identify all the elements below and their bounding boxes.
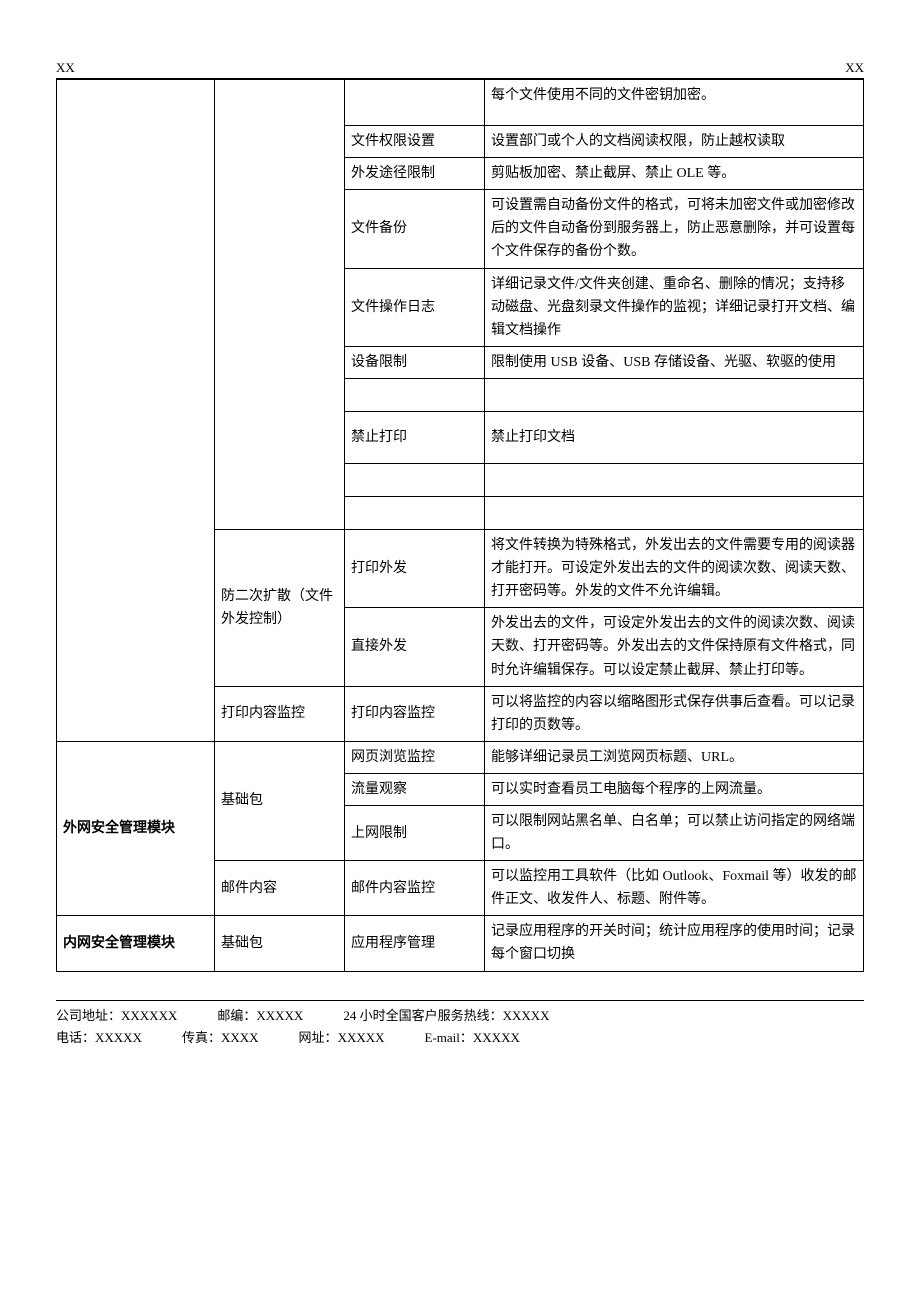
cell-feature: 网页浏览监控 (345, 741, 485, 773)
cell-feature: 文件操作日志 (345, 268, 485, 346)
email-label: E-mail： (425, 1030, 473, 1045)
cell-module-external: 外网安全管理模块 (57, 741, 215, 916)
table-row: 内网安全管理模块 基础包 应用程序管理 记录应用程序的开关时间；统计应用程序的使… (57, 916, 864, 971)
cell-feature (345, 497, 485, 530)
cell-feature: 禁止打印 (345, 411, 485, 463)
cell-desc: 能够详细记录员工浏览网页标题、URL。 (485, 741, 864, 773)
email-value: XXXXX (473, 1030, 520, 1045)
fax-label: 传真： (182, 1030, 221, 1045)
cell-feature (345, 464, 485, 497)
header-right: XX (845, 60, 864, 76)
feature-table: 每个文件使用不同的文件密钥加密。 文件权限设置 设置部门或个人的文档阅读权限，防… (56, 79, 864, 972)
cell-desc: 每个文件使用不同的文件密钥加密。 (485, 80, 864, 126)
cell-group: 基础包 (215, 916, 345, 971)
header-left: XX (56, 60, 75, 76)
cell-feature (345, 80, 485, 126)
cell-desc: 记录应用程序的开关时间；统计应用程序的使用时间；记录每个窗口切换 (485, 916, 864, 971)
cell-feature: 设备限制 (345, 346, 485, 378)
cell-desc: 可以限制网站黑名单、白名单；可以禁止访问指定的网络端口。 (485, 805, 864, 860)
cell-feature (345, 378, 485, 411)
cell-group: 打印内容监控 (215, 686, 345, 741)
page-header: XX XX (56, 60, 864, 76)
cell-group: 邮件内容 (215, 861, 345, 916)
fax-value: XXXX (221, 1030, 259, 1045)
cell-group: 基础包 (215, 741, 345, 860)
cell-feature: 文件备份 (345, 190, 485, 268)
url-label: 网址： (299, 1030, 338, 1045)
cell-feature: 邮件内容监控 (345, 861, 485, 916)
cell-group: 防二次扩散（文件外发控制） (215, 530, 345, 687)
cell-module-internal: 内网安全管理模块 (57, 916, 215, 971)
cell-feature: 流量观察 (345, 773, 485, 805)
hotline-value: XXXXX (503, 1008, 550, 1023)
zip-label: 邮编： (217, 1008, 256, 1023)
cell-desc: 可以将监控的内容以缩略图形式保存供事后查看。可以记录打印的页数等。 (485, 686, 864, 741)
cell-desc: 外发出去的文件，可设定外发出去的文件的阅读次数、阅读天数、打开密码等。外发出去的… (485, 608, 864, 686)
addr-value: XXXXXX (121, 1008, 177, 1023)
cell-desc: 可以实时查看员工电脑每个程序的上网流量。 (485, 773, 864, 805)
cell-desc (485, 464, 864, 497)
cell-module-prev (57, 80, 215, 742)
cell-feature: 直接外发 (345, 608, 485, 686)
cell-desc: 可以监控用工具软件（比如 Outlook、Foxmail 等）收发的邮件正文、收… (485, 861, 864, 916)
cell-desc: 将文件转换为特殊格式，外发出去的文件需要专用的阅读器才能打开。可设定外发出去的文… (485, 530, 864, 608)
cell-desc (485, 497, 864, 530)
cell-desc: 设置部门或个人的文档阅读权限，防止越权读取 (485, 126, 864, 158)
cell-desc: 剪贴板加密、禁止截屏、禁止 OLE 等。 (485, 158, 864, 190)
cell-desc: 详细记录文件/文件夹创建、重命名、删除的情况；支持移动磁盘、光盘刻录文件操作的监… (485, 268, 864, 346)
cell-desc: 限制使用 USB 设备、USB 存储设备、光驱、软驱的使用 (485, 346, 864, 378)
cell-feature: 外发途径限制 (345, 158, 485, 190)
cell-feature: 打印外发 (345, 530, 485, 608)
page-footer: 公司地址：XXXXXX 邮编：XXXXX 24 小时全国客户服务热线：XXXXX… (56, 1001, 864, 1049)
cell-feature: 文件权限设置 (345, 126, 485, 158)
cell-desc: 禁止打印文档 (485, 411, 864, 463)
cell-desc (485, 378, 864, 411)
addr-label: 公司地址： (56, 1008, 121, 1023)
table-row: 外网安全管理模块 基础包 网页浏览监控 能够详细记录员工浏览网页标题、URL。 (57, 741, 864, 773)
zip-value: XXXXX (256, 1008, 303, 1023)
table-row: 每个文件使用不同的文件密钥加密。 (57, 80, 864, 126)
cell-feature: 打印内容监控 (345, 686, 485, 741)
url-value: XXXXX (338, 1030, 385, 1045)
cell-group-prev (215, 80, 345, 530)
footer-line-1: 公司地址：XXXXXX 邮编：XXXXX 24 小时全国客户服务热线：XXXXX (56, 1005, 864, 1027)
hotline-label: 24 小时全国客户服务热线： (343, 1008, 502, 1023)
footer-line-2: 电话：XXXXX 传真：XXXX 网址：XXXXX E-mail：XXXXX (56, 1027, 864, 1049)
tel-value: XXXXX (95, 1030, 142, 1045)
tel-label: 电话： (56, 1030, 95, 1045)
cell-desc: 可设置需自动备份文件的格式，可将未加密文件或加密修改后的文件自动备份到服务器上，… (485, 190, 864, 268)
cell-feature: 上网限制 (345, 805, 485, 860)
cell-feature: 应用程序管理 (345, 916, 485, 971)
